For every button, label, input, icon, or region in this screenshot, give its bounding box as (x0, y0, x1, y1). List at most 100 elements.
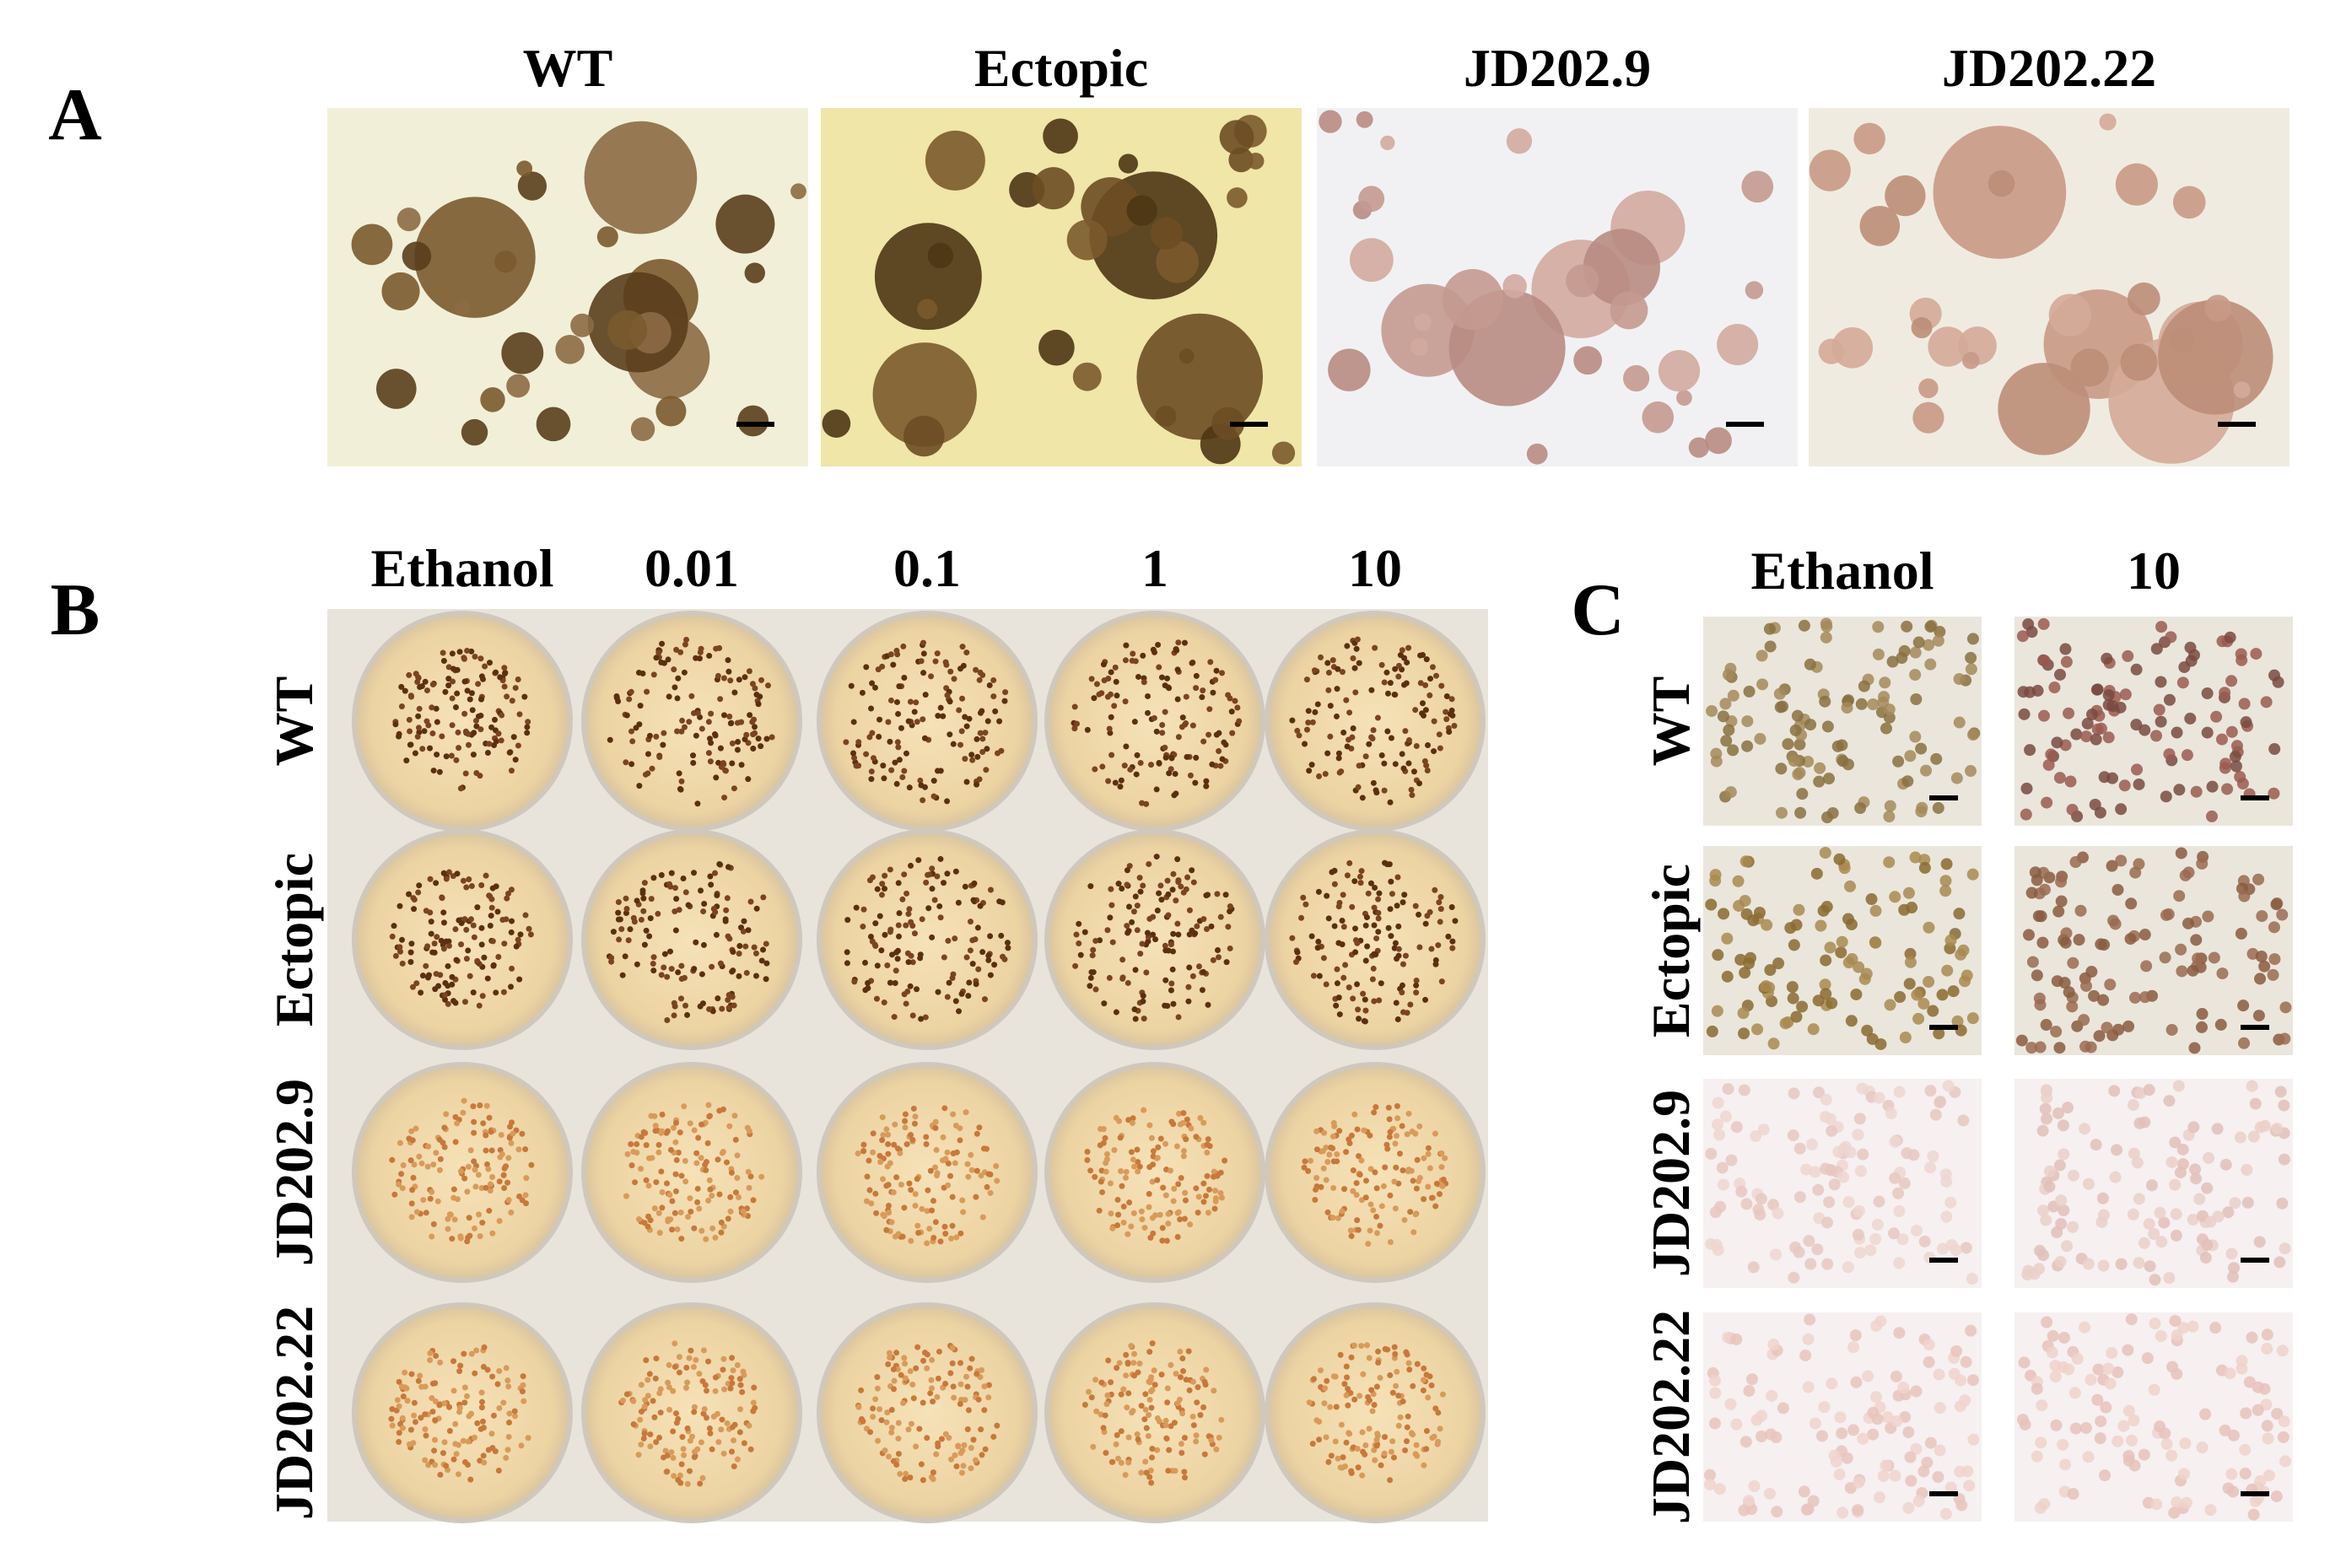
spore (406, 891, 413, 897)
colony (480, 387, 505, 412)
spore (763, 940, 769, 947)
spore (1372, 644, 1378, 651)
spore (2238, 698, 2251, 710)
colony (1911, 316, 1933, 339)
spore (2133, 1257, 2145, 1269)
spore (1167, 1167, 1173, 1174)
spore (1819, 695, 1831, 708)
spore (724, 1159, 731, 1166)
spore (2016, 630, 2029, 643)
spore (1395, 923, 1402, 929)
spore (715, 1439, 722, 1446)
spore (698, 1121, 704, 1128)
spore (893, 1350, 900, 1356)
spore (1328, 1452, 1335, 1459)
spore (1103, 1450, 1109, 1457)
spore (1371, 1402, 1378, 1409)
spore (2268, 953, 2281, 966)
spore (1395, 673, 1402, 680)
spore (691, 966, 698, 973)
spore (1225, 924, 1232, 930)
colony (925, 130, 985, 191)
spore (1947, 985, 1960, 998)
spore (2095, 1415, 2107, 1428)
spore (886, 1350, 893, 1356)
spore (623, 895, 629, 902)
spore (2229, 1197, 2241, 1210)
spore (1712, 1097, 1724, 1109)
well (1044, 829, 1265, 1050)
spore (1153, 786, 1160, 793)
spore (1072, 962, 1079, 969)
spore (1814, 762, 1826, 774)
column-header: JD202.22 (1942, 38, 2156, 98)
micrograph (2014, 1079, 2293, 1288)
spore (1717, 710, 1729, 723)
spore (947, 1370, 954, 1377)
spore (735, 739, 742, 746)
spore (450, 1387, 457, 1394)
spore (1425, 1183, 1432, 1190)
spore (480, 1120, 487, 1127)
spore (1210, 689, 1216, 696)
spore (1114, 692, 1120, 699)
spore (1174, 696, 1181, 703)
spore (1355, 1226, 1362, 1233)
spore (1957, 944, 1970, 956)
spore (1099, 1188, 1106, 1195)
spore (440, 649, 446, 656)
spore (769, 734, 775, 741)
spore (2054, 1255, 2067, 1268)
spore (615, 899, 622, 906)
spore (1756, 649, 1768, 662)
spore (1183, 693, 1189, 700)
spore (1940, 1210, 1953, 1223)
spore (2128, 1459, 2141, 1472)
spore (902, 1375, 909, 1382)
spore (1375, 1360, 1382, 1366)
colony (737, 405, 769, 437)
spore (404, 1398, 411, 1404)
spore (753, 905, 760, 912)
spore (948, 1235, 955, 1242)
spore (638, 1382, 645, 1388)
spore (427, 1195, 434, 1202)
spore (1197, 1412, 1204, 1419)
spore (1409, 1431, 1416, 1437)
spore (1362, 957, 1369, 964)
spore (1772, 1207, 1784, 1220)
spore (1108, 752, 1115, 758)
spore (1421, 1196, 1427, 1203)
spore (1190, 1422, 1197, 1429)
spore (1325, 670, 1332, 676)
spore (415, 889, 422, 896)
spore (2170, 1208, 2182, 1220)
spore (674, 1226, 681, 1232)
spore (1815, 919, 1827, 932)
spore (855, 1404, 862, 1410)
spore (1961, 969, 1973, 982)
spore (1088, 1394, 1095, 1401)
spore (1145, 938, 1152, 945)
spore (488, 896, 495, 903)
spore (752, 973, 759, 979)
spore (501, 665, 508, 671)
spore (472, 1183, 479, 1190)
spore (1316, 773, 1323, 779)
colony (1219, 120, 1254, 155)
spore (1344, 643, 1351, 649)
spore (1343, 697, 1350, 703)
spore (1367, 1201, 1374, 1208)
spore (950, 1111, 957, 1118)
spore (1373, 787, 1379, 794)
spore (476, 1211, 483, 1218)
colony (1642, 401, 1675, 434)
colony (744, 262, 765, 283)
spore (2043, 1165, 2056, 1177)
spore (2155, 715, 2167, 728)
spore (952, 1160, 958, 1167)
spore (1189, 973, 1196, 979)
spore (487, 660, 494, 666)
spore (921, 735, 928, 741)
colony (1043, 118, 1078, 154)
